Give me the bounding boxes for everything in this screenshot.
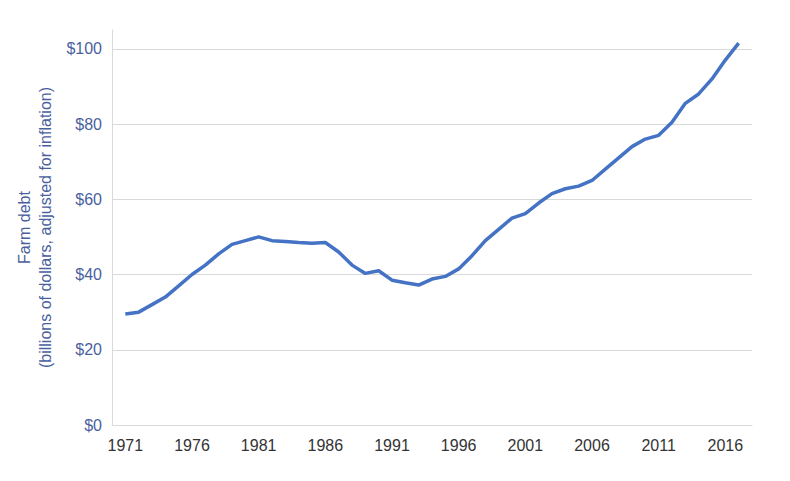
svg-text:2016: 2016 [708,437,744,454]
svg-text:2011: 2011 [641,437,676,454]
svg-text:$40: $40 [75,266,102,283]
svg-text:$80: $80 [75,116,102,133]
svg-text:(billions of dollars, adjusted: (billions of dollars, adjusted for infla… [37,87,54,368]
svg-text:2001: 2001 [508,437,544,454]
svg-text:2006: 2006 [574,437,610,454]
svg-text:1986: 1986 [308,437,344,454]
svg-text:$0: $0 [84,417,102,434]
svg-text:Farm debt: Farm debt [16,190,33,263]
svg-text:1996: 1996 [441,437,477,454]
svg-text:$100: $100 [66,40,102,57]
svg-text:1971: 1971 [108,437,144,454]
svg-text:$60: $60 [75,191,102,208]
svg-text:1976: 1976 [174,437,210,454]
svg-text:$20: $20 [75,341,102,358]
svg-text:1981: 1981 [241,437,277,454]
svg-text:1991: 1991 [374,437,410,454]
